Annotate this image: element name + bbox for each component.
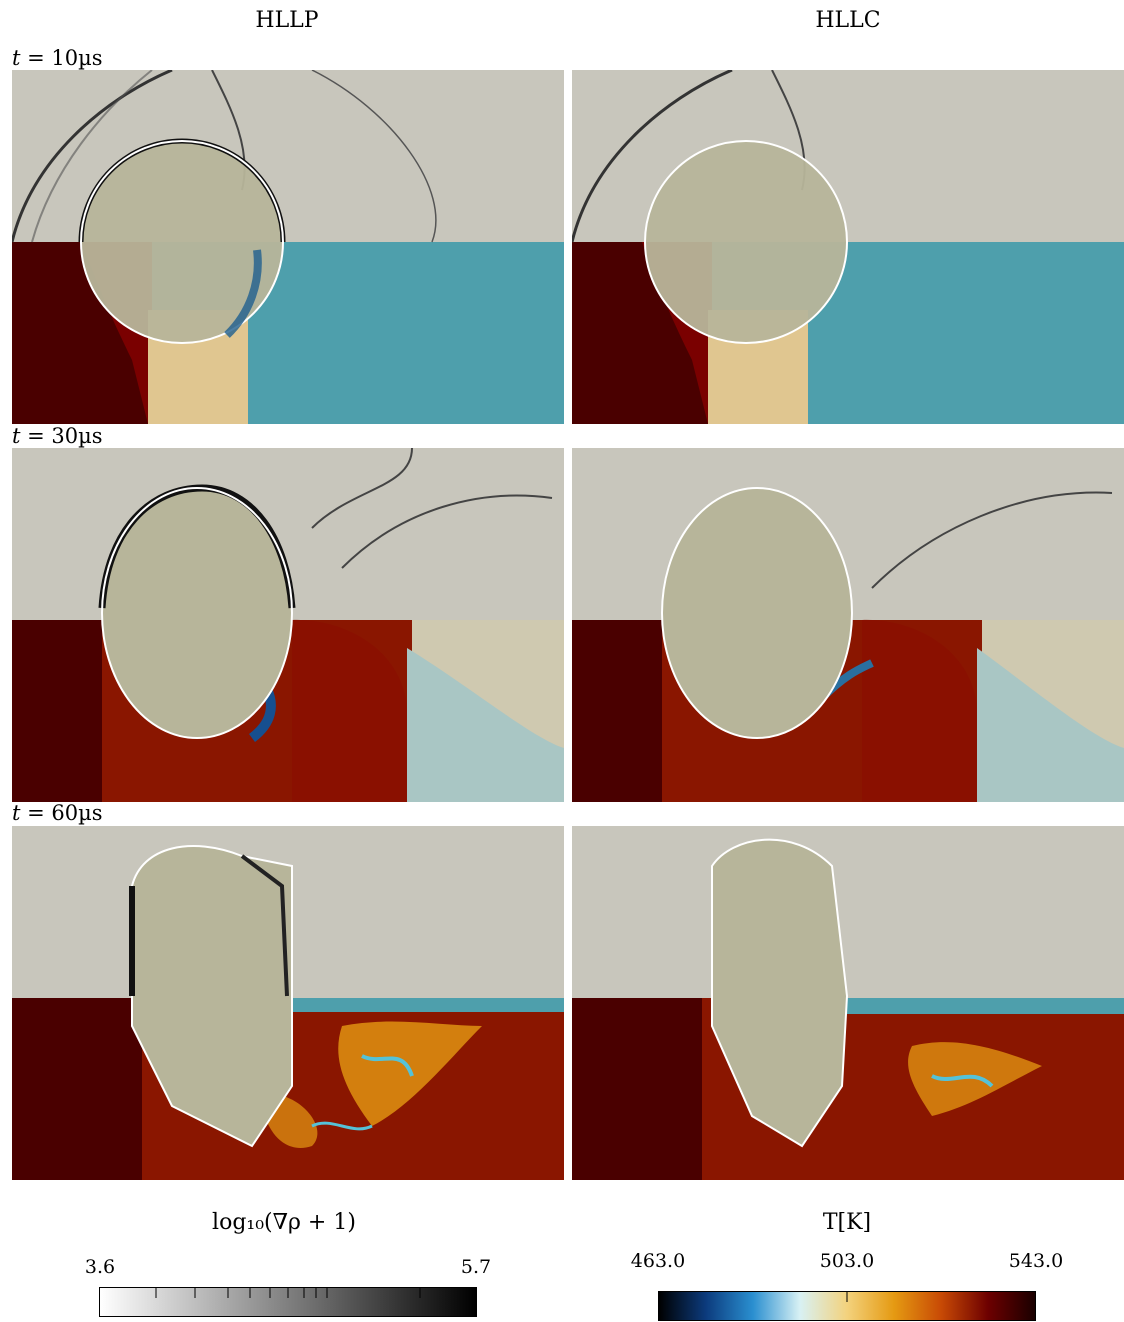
colorbar-gradient-max: 5.7 — [460, 1256, 492, 1278]
panel-hllp-t30 — [12, 448, 564, 802]
time-label-60: t = 60µs — [12, 801, 103, 825]
colorbar-temperature-bar — [658, 1291, 1036, 1321]
colorbar-gradient-min: 3.6 — [84, 1256, 116, 1278]
colorbar-temperature-tick-2: 543.0 — [1008, 1250, 1064, 1272]
colorbar-temperature-tick-1: 503.0 — [819, 1250, 875, 1272]
panel-hllp-t60 — [12, 826, 564, 1180]
panel-hllp-t10 — [12, 70, 564, 424]
colorbar-temperature-title: T[K] — [822, 1210, 872, 1235]
panel-hllc-t60 — [572, 826, 1124, 1180]
colorbar-temperature-tick-0: 463.0 — [630, 1250, 686, 1272]
time-label-10: t = 10µs — [12, 46, 103, 70]
time-label-30: t = 30µs — [12, 424, 103, 448]
colorbar-gradient-bar — [99, 1287, 477, 1317]
panel-hllc-t30 — [572, 448, 1124, 802]
column-title-hllp: HLLP — [255, 8, 319, 33]
colorbar-gradient-title: log₁₀(∇ρ + 1) — [212, 1210, 356, 1235]
panel-hllc-t10 — [572, 70, 1124, 424]
column-title-hllc: HLLC — [815, 8, 881, 33]
